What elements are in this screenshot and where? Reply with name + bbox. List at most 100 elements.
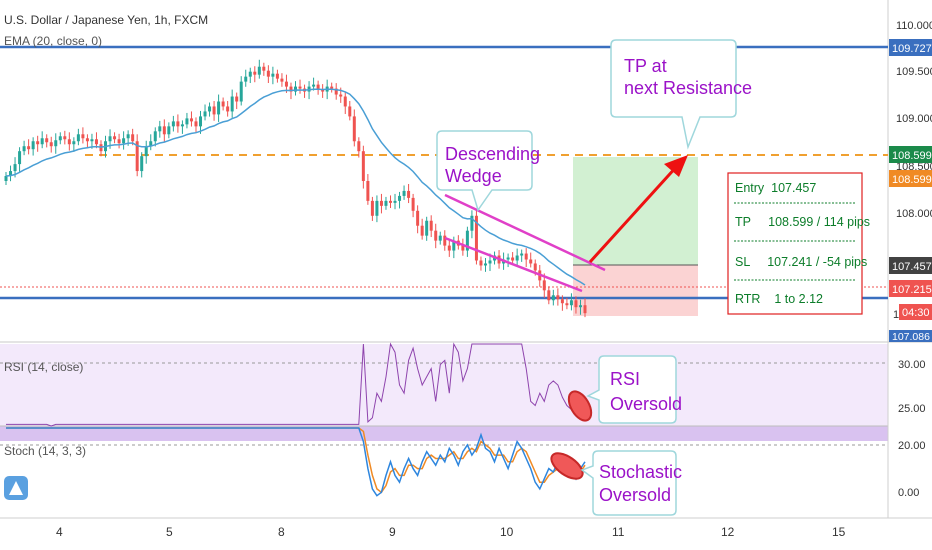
candle-body (361, 151, 365, 181)
candle-body (171, 121, 175, 127)
trade-info-box: Entry 107.457 TP 108.599 / 114 pips SL 1… (727, 172, 870, 315)
candle-body (488, 260, 492, 264)
candle-body (284, 81, 288, 87)
candle-body (253, 71, 257, 75)
candle-body (9, 171, 13, 177)
candle-body (384, 200, 388, 206)
candle-body (257, 66, 261, 75)
arrow-head-icon (664, 155, 688, 177)
candle-body (108, 136, 112, 142)
rsi-callout: RSI Oversold (586, 355, 682, 424)
candle-body (153, 131, 157, 142)
candle-body (479, 260, 483, 266)
candle-body (185, 118, 189, 125)
tp-orange-badge: 108.599 (889, 170, 932, 187)
time-tick: 11 (612, 525, 625, 539)
candle-body (334, 88, 338, 95)
wedge-lower-line (444, 236, 583, 293)
candle-body (321, 89, 325, 92)
rsi-oversold-marker (567, 390, 593, 422)
ema-legend: EMA (20, close, 0) (4, 34, 102, 48)
candle-body (316, 84, 320, 90)
candle-body (524, 253, 528, 260)
time-tick: 8 (278, 525, 285, 539)
candle-body (94, 139, 98, 145)
candle-body (411, 197, 415, 211)
wedge-upper-line (444, 193, 606, 272)
candle-body (370, 200, 374, 216)
countdown-badge: 04:30 (899, 304, 932, 320)
last-price-badge: 107.215 (889, 280, 932, 297)
candle-body (140, 156, 144, 172)
candle-body (235, 96, 239, 102)
svg-text:107.215: 107.215 (892, 284, 932, 296)
candle-body (239, 81, 243, 102)
candle-body (131, 134, 135, 142)
candle-body (81, 134, 85, 139)
rsi-line (6, 342, 581, 427)
candle-body (149, 141, 153, 147)
entry-badge: 107.457 (889, 257, 932, 274)
candle-body (45, 138, 49, 143)
candle-body (560, 299, 564, 304)
rsi-legend: RSI (14, close) (4, 360, 83, 374)
svg-text:107.457: 107.457 (892, 261, 932, 273)
candle-body (379, 200, 383, 206)
candle-body (31, 141, 35, 150)
candle-body (67, 139, 71, 145)
time-tick: 12 (721, 525, 735, 539)
candle-body (438, 235, 442, 241)
candle-body (189, 118, 193, 122)
candle-body (556, 295, 560, 300)
candle-body (217, 101, 221, 115)
candle-body (18, 151, 22, 165)
candle-body (158, 126, 162, 132)
candle-body (226, 106, 230, 112)
candle-body (113, 136, 117, 140)
svg-text:108.599: 108.599 (892, 174, 932, 186)
stoch-callout-line1: Stochastic (599, 462, 682, 482)
candle-body (289, 86, 293, 92)
candle-body (357, 141, 361, 152)
candle-body (511, 257, 515, 261)
candle-body (398, 195, 402, 201)
candle-body (388, 200, 392, 203)
time-tick: 10 (500, 525, 514, 539)
candle-body (574, 300, 578, 308)
time-tick: 15 (832, 525, 846, 539)
candle-body (330, 86, 334, 89)
candle-body (447, 245, 451, 251)
svg-text:108.599: 108.599 (892, 150, 932, 162)
target-arrow-line (588, 163, 680, 264)
candle-body (63, 136, 67, 140)
tp-callout-line1: TP at (624, 56, 667, 76)
candle-body (167, 126, 171, 135)
tp-callout: TP at next Resistance (610, 39, 752, 150)
trade-tp-text: TP 108.599 / 114 pips (735, 215, 870, 229)
candle-body (203, 111, 207, 117)
candle-body (221, 101, 225, 107)
price-tick: 108.000 (896, 208, 932, 220)
rsi-band (0, 344, 888, 426)
candle-body (339, 94, 343, 97)
candle-body (117, 139, 121, 144)
candle-body (85, 138, 89, 142)
candle-body (58, 136, 62, 141)
loss-zone (573, 265, 698, 316)
candle-body (22, 146, 26, 152)
candle-body (565, 303, 569, 306)
svg-text:04:30: 04:30 (902, 307, 930, 319)
candle-body (434, 230, 438, 241)
stoch-tick: 20.00 (898, 440, 926, 452)
candle-body (529, 259, 533, 264)
stoch-tick: 0.00 (898, 487, 919, 499)
candle-body (275, 73, 279, 79)
wedge-callout-line1: Descending (445, 144, 540, 164)
tradingview-logo-icon[interactable] (4, 476, 28, 500)
candle-body (443, 235, 447, 246)
wedge-callout: Descending Wedge (436, 130, 540, 212)
candle-body (199, 116, 203, 127)
price-tick: 1 (893, 309, 899, 321)
time-tick: 4 (56, 525, 63, 539)
stoch-callout-line2: Oversold (599, 485, 671, 505)
